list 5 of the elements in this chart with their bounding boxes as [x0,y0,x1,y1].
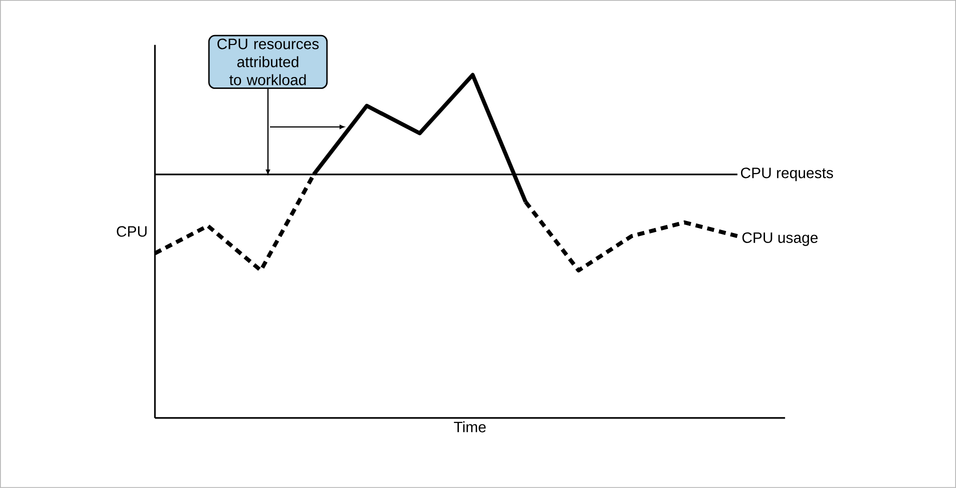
y-axis-title: CPU [116,226,147,237]
annotation: CPU resources attributed to workload [217,38,319,86]
x-axis-title: Time [454,421,486,432]
series-label: CPU usage [742,232,818,246]
ref-line-label: CPU requests [740,168,834,182]
